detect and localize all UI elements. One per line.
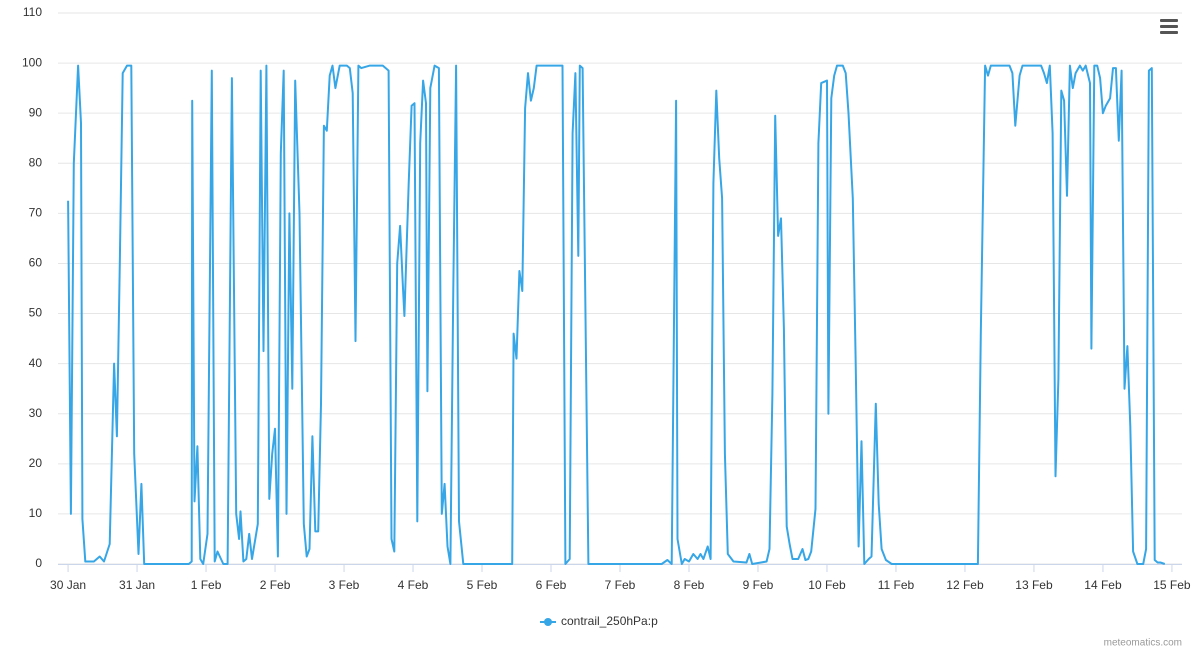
x-tick-label: 1 Feb xyxy=(191,578,222,592)
legend-item[interactable]: contrail_250hPa:p xyxy=(540,614,658,628)
x-tick-label: 6 Feb xyxy=(536,578,567,592)
x-tick-label: 3 Feb xyxy=(329,578,360,592)
y-tick-label: 110 xyxy=(23,5,42,19)
x-tick-label: 30 Jan xyxy=(50,578,86,592)
y-tick-label: 0 xyxy=(35,556,42,570)
menu-bar xyxy=(1160,31,1178,34)
x-tick-label: 15 Feb xyxy=(1153,578,1191,592)
series-line xyxy=(67,64,1166,565)
menu-icon[interactable] xyxy=(1160,19,1178,34)
legend-marker xyxy=(544,618,552,626)
y-tick-label: 10 xyxy=(29,506,43,520)
x-tick-label: 2 Feb xyxy=(260,578,291,592)
x-tick-label: 8 Feb xyxy=(674,578,705,592)
legend-label: contrail_250hPa:p xyxy=(561,614,658,628)
y-tick-label: 100 xyxy=(22,55,42,69)
y-tick-label: 80 xyxy=(29,155,43,169)
x-tick-label: 31 Jan xyxy=(119,578,155,592)
y-tick-label: 50 xyxy=(29,306,43,320)
y-tick-label: 40 xyxy=(29,356,43,370)
credit: meteomatics.com xyxy=(1104,638,1182,649)
x-tick-label: 14 Feb xyxy=(1084,578,1122,592)
y-tick-label: 20 xyxy=(29,456,43,470)
x-tick-label: 4 Feb xyxy=(398,578,429,592)
x-tick-label: 7 Feb xyxy=(605,578,636,592)
menu-bar xyxy=(1160,19,1178,22)
y-tick-label: 90 xyxy=(29,105,43,119)
x-tick-label: 11 Feb xyxy=(878,578,915,592)
y-tick-label: 70 xyxy=(29,206,43,220)
x-tick-label: 9 Feb xyxy=(743,578,774,592)
menu-bar xyxy=(1160,25,1178,28)
y-tick-label: 30 xyxy=(29,406,43,420)
x-tick-label: 13 Feb xyxy=(1015,578,1053,592)
x-tick-label: 10 Feb xyxy=(808,578,846,592)
y-tick-label: 60 xyxy=(29,256,43,270)
x-tick-label: 12 Feb xyxy=(946,578,984,592)
x-tick-label: 5 Feb xyxy=(467,578,498,592)
